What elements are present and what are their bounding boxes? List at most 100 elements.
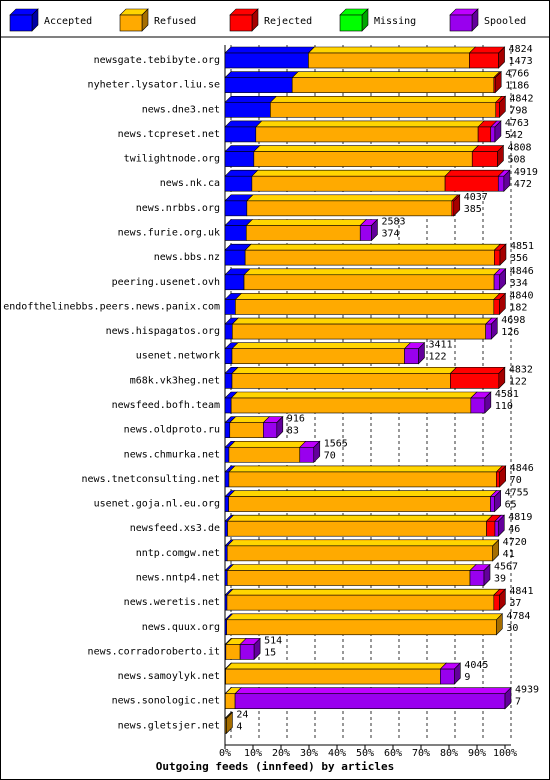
total-label: 4045 xyxy=(464,660,488,671)
accepted-label: 122 xyxy=(428,352,446,363)
bar-segment xyxy=(226,594,495,611)
accepted-label: 70 xyxy=(324,450,336,461)
bar-segment xyxy=(224,422,231,438)
category-label: twilightnode.org xyxy=(124,154,220,165)
bar-segment xyxy=(224,545,228,562)
bar-top xyxy=(245,219,367,226)
total-label: 4567 xyxy=(494,562,518,573)
bar-segment xyxy=(494,520,499,537)
bar-side xyxy=(484,391,492,414)
bar-segment xyxy=(224,274,245,291)
x-tick-label: 10% xyxy=(244,748,262,759)
accepted-label: 37 xyxy=(509,598,521,609)
bar-top xyxy=(251,169,452,177)
total-label: 4851 xyxy=(510,241,534,252)
bar-segment xyxy=(224,200,248,217)
bar-segment xyxy=(224,299,236,315)
bar-top xyxy=(234,293,501,300)
total-label: 4832 xyxy=(509,364,533,375)
category-label: news.nk.ca xyxy=(160,178,220,189)
bar-segment xyxy=(224,151,255,167)
bar-top xyxy=(226,539,500,547)
bar-segment xyxy=(231,373,451,389)
bar-segment xyxy=(224,323,233,340)
bar-top xyxy=(226,514,494,522)
bar-top xyxy=(231,367,458,374)
category-label: news.chmurka.net xyxy=(124,449,220,460)
bar-segment xyxy=(469,52,499,69)
accepted-label: 15 xyxy=(264,647,276,658)
accepted-label: 356 xyxy=(510,253,528,264)
bar-segment xyxy=(243,274,495,291)
bar-segment xyxy=(485,323,492,340)
accepted-label: 385 xyxy=(464,204,482,215)
category-label: news.corradoroberto.it xyxy=(88,646,220,657)
bar-segment xyxy=(228,496,491,512)
bar-segment xyxy=(359,225,372,241)
bar-segment xyxy=(224,126,257,143)
legend-swatch xyxy=(229,14,253,32)
accepted-label: 9 xyxy=(464,672,470,683)
bar-side xyxy=(253,637,261,661)
x-tick-label: 0% xyxy=(219,748,231,759)
bar-side xyxy=(499,243,507,266)
bar-segment xyxy=(225,668,441,685)
bar-top xyxy=(291,71,501,78)
bar-segment xyxy=(444,175,499,192)
bar-segment xyxy=(224,373,233,389)
bar-segment xyxy=(224,496,229,512)
category-label: endofthelinebbs.peers.news.panix.com xyxy=(3,301,220,312)
accepted-label: 122 xyxy=(509,376,527,387)
bar-segment xyxy=(497,175,505,192)
category-label: news.oldproto.ru xyxy=(124,425,220,436)
bar-segment xyxy=(224,77,293,93)
bar-side xyxy=(490,317,498,340)
bar-segment xyxy=(231,323,486,340)
accepted-label: 1186 xyxy=(505,81,529,92)
bar-segment xyxy=(224,175,253,192)
bar-side xyxy=(499,95,506,119)
category-label: usenet.goja.nl.eu.org xyxy=(94,499,220,510)
bar-top xyxy=(226,564,477,571)
bar-segment xyxy=(263,422,278,438)
bar-segment xyxy=(224,446,230,463)
bar-segment xyxy=(227,520,487,537)
bar-side xyxy=(313,440,321,464)
bar-segment xyxy=(224,101,271,118)
bar-top xyxy=(225,613,504,621)
total-label: 4720 xyxy=(503,537,527,548)
chart-title: Outgoing feeds (innfeed) by articles xyxy=(156,760,394,773)
bar-top xyxy=(269,95,503,103)
bar-side xyxy=(497,144,504,168)
accepted-label: 542 xyxy=(505,130,523,141)
bar-top xyxy=(224,71,299,78)
bar-side xyxy=(494,70,502,94)
accepted-label: 46 xyxy=(508,524,520,535)
category-label: news.gletsjer.net xyxy=(118,720,220,731)
accepted-label: 39 xyxy=(494,574,506,585)
accepted-label: 65 xyxy=(505,500,517,511)
bar-top xyxy=(227,490,498,497)
bar-side xyxy=(418,341,425,365)
accepted-label: 1473 xyxy=(509,56,533,67)
accepted-label: 41 xyxy=(503,549,515,560)
x-tick-label: 100% xyxy=(493,748,517,759)
bar-segment xyxy=(486,520,496,537)
legend-swatch xyxy=(449,14,473,32)
bar-top xyxy=(246,194,459,202)
accepted-label: 182 xyxy=(509,302,527,313)
legend-label: Accepted xyxy=(44,16,92,27)
bar-segment xyxy=(228,471,497,488)
bar-top xyxy=(230,391,478,399)
bar-segment xyxy=(224,348,233,365)
accepted-label: 472 xyxy=(514,179,532,190)
category-label: news.bbs.nz xyxy=(154,252,220,263)
total-label: 4755 xyxy=(505,488,529,499)
bar-top xyxy=(228,465,504,473)
total-label: 4939 xyxy=(515,685,539,696)
accepted-label: 334 xyxy=(510,278,528,289)
x-tick-label: 50% xyxy=(356,748,374,759)
bar-segment xyxy=(253,151,473,167)
category-label: news.sonologic.net xyxy=(112,696,220,707)
